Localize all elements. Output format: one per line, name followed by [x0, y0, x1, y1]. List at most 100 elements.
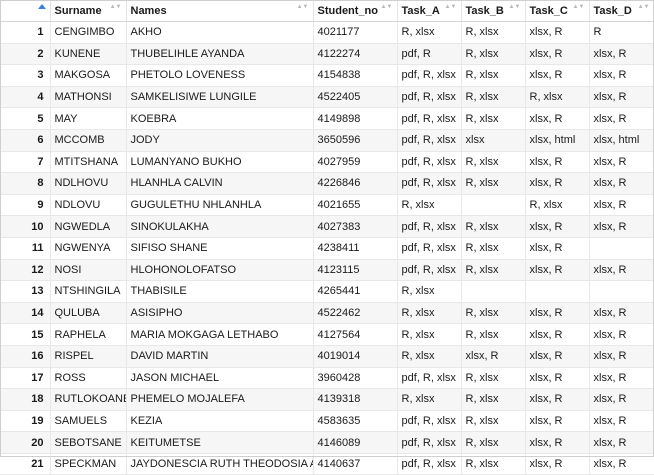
table-row[interactable]: 4 MATHONSI SAMKELISIWE LUNGILE 4522405 pdf, …: [0, 86, 654, 109]
table-row[interactable]: 13 NTSHINGILA THABISILE 4265441 R, xlsx: [0, 280, 654, 303]
task-c-cell: xlsx, R: [525, 64, 590, 87]
task-d-cell: xlsx, R: [589, 388, 654, 411]
table-row[interactable]: 8 NDLHOVU HLANHLA CALVIN 4226846 pdf, R, xls…: [0, 172, 654, 195]
surname-cell: NDLHOVU: [50, 172, 127, 195]
student-no-cell: 3960428: [313, 367, 398, 390]
table-row[interactable]: 18 RUTLOKOANE PHEMELO MOJALEFA 4139318 R, xl…: [0, 388, 654, 411]
task-c-cell: [525, 280, 590, 303]
student-no-cell: 4019014: [313, 345, 398, 368]
names-cell: MARIA MOKGAGA LETHABO: [126, 323, 314, 346]
surname-cell: SAMUELS: [50, 410, 127, 433]
sort-icon[interactable]: ▲▼: [109, 4, 122, 10]
row-number-cell: 14: [0, 302, 51, 325]
task-c-cell: xlsx, R: [525, 367, 590, 390]
task-d-cell: xlsx, R: [589, 172, 654, 195]
row-number-cell: 3: [0, 64, 51, 87]
row-number-cell: 20: [0, 431, 51, 454]
surname-cell: SEBOTSANE: [50, 431, 127, 454]
table-row[interactable]: 20 SEBOTSANE KEITUMETSE 4146089 pdf, R, xlsx…: [0, 431, 654, 454]
table-row[interactable]: 2 KUNENE THUBELIHLE AYANDA 4122274 pdf, R R, …: [0, 43, 654, 66]
column-header-names[interactable]: Names ▲▼: [126, 0, 314, 22]
task-b-cell: R, xlsx: [461, 151, 526, 174]
student-no-cell: 4027959: [313, 151, 398, 174]
task-a-cell: R, xlsx: [397, 280, 462, 303]
task-b-cell: [461, 280, 526, 303]
sort-icon[interactable]: ▲▼: [572, 4, 585, 10]
names-cell: GUGULETHU NHLANHLA: [126, 194, 314, 217]
task-a-cell: pdf, R, xlsx: [397, 172, 462, 195]
names-cell: KEITUMETSE: [126, 431, 314, 454]
column-header-surname[interactable]: Surname ▲▼: [50, 0, 127, 22]
task-a-cell: R, xlsx: [397, 345, 462, 368]
student-no-cell: 4021177: [313, 21, 398, 44]
table-row[interactable]: 6 MCCOMB JODY 3650596 pdf, R, xlsx xlsx xlsx, …: [0, 129, 654, 152]
table-row[interactable]: 5 MAY KOEBRA 4149898 pdf, R, xlsx R, xlsx xlsx…: [0, 107, 654, 130]
table-row[interactable]: 12 NOSI HLOHONOLOFATSO 4123115 pdf, R, xlsx R…: [0, 259, 654, 282]
table-row[interactable]: 14 QULUBA ASISIPHO 4522462 R, xlsx R, xlsx xls…: [0, 302, 654, 325]
names-cell: JASON MICHAEL: [126, 367, 314, 390]
task-b-cell: R, xlsx: [461, 323, 526, 346]
task-c-cell: xlsx, R: [525, 172, 590, 195]
surname-cell: NGWENYA: [50, 237, 127, 260]
table-row[interactable]: 7 MTITSHANA LUMANYANO BUKHO 4027959 pdf, R, …: [0, 151, 654, 174]
names-cell: KEZIA: [126, 410, 314, 433]
task-b-cell: R, xlsx: [461, 388, 526, 411]
task-a-cell: pdf, R, xlsx: [397, 367, 462, 390]
task-d-cell: xlsx, R: [589, 431, 654, 454]
task-a-cell: pdf, R, xlsx: [397, 151, 462, 174]
table-row[interactable]: 10 NGWEDLA SINOKULAKHA 4027383 pdf, R, xlsx R…: [0, 215, 654, 238]
surname-cell: QULUBA: [50, 302, 127, 325]
surname-cell: KUNENE: [50, 43, 127, 66]
row-number-cell: 16: [0, 345, 51, 368]
task-b-cell: [461, 194, 526, 217]
student-no-cell: 4027383: [313, 215, 398, 238]
sort-icon[interactable]: ▲▼: [508, 4, 521, 10]
column-header-task-d[interactable]: Task_D ▲▼: [589, 0, 654, 22]
task-a-cell: pdf, R, xlsx: [397, 237, 462, 260]
task-c-cell: xlsx, html: [525, 129, 590, 152]
student-no-cell: 4583635: [313, 410, 398, 433]
table-row[interactable]: 16 RISPEL DAVID MARTIN 4019014 R, xlsx xlsx, …: [0, 345, 654, 368]
names-cell: SINOKULAKHA: [126, 215, 314, 238]
task-b-cell: R, xlsx: [461, 107, 526, 130]
sort-icon[interactable]: ▲▼: [296, 4, 309, 10]
column-header-task-b[interactable]: Task_B ▲▼: [461, 0, 526, 22]
task-d-cell: xlsx, R: [589, 194, 654, 217]
surname-cell: MTITSHANA: [50, 151, 127, 174]
column-label: Task_B: [465, 4, 504, 17]
task-b-cell: xlsx: [461, 129, 526, 152]
table-row[interactable]: 9 NDLOVU GUGULETHU NHLANHLA 4021655 R, xlsx R…: [0, 194, 654, 217]
table-row[interactable]: 19 SAMUELS KEZIA 4583635 pdf, R, xlsx R, xlsx…: [0, 410, 654, 433]
row-number-cell: 11: [0, 237, 51, 260]
task-c-cell: xlsx, R: [525, 431, 590, 454]
task-a-cell: R, xlsx: [397, 302, 462, 325]
task-d-cell: R: [589, 21, 654, 44]
header-row: Surname ▲▼ Names ▲▼ Student_no ▲▼ Task_A ▲▼ …: [0, 0, 654, 22]
names-cell: AKHO: [126, 21, 314, 44]
table-row[interactable]: 3 MAKGOSA PHETOLO LOVENESS 4154838 pdf, R, x…: [0, 64, 654, 87]
row-number-cell: 6: [0, 129, 51, 152]
sort-icon[interactable]: ▲▼: [444, 4, 457, 10]
sort-icon[interactable]: ▲▼: [380, 4, 393, 10]
task-d-cell: xlsx, R: [589, 107, 654, 130]
task-b-cell: R, xlsx: [461, 259, 526, 282]
column-header-task-a[interactable]: Task_A ▲▼: [397, 0, 462, 22]
table-row[interactable]: 17 ROSS JASON MICHAEL 3960428 pdf, R, xlsx R,…: [0, 367, 654, 390]
column-header-student-no[interactable]: Student_no ▲▼: [313, 0, 398, 22]
sort-icon[interactable]: ▲▼: [637, 4, 650, 10]
task-a-cell: R, xlsx: [397, 388, 462, 411]
task-b-cell: R, xlsx: [461, 21, 526, 44]
table-row[interactable]: 15 RAPHELA MARIA MOKGAGA LETHABO 4127564 R, …: [0, 323, 654, 346]
task-d-cell: xlsx, R: [589, 367, 654, 390]
task-a-cell: pdf, R, xlsx: [397, 64, 462, 87]
surname-cell: NGWEDLA: [50, 215, 127, 238]
row-number-header[interactable]: [0, 0, 51, 22]
student-no-cell: 4522405: [313, 86, 398, 109]
table-row[interactable]: 11 NGWENYA SIFISO SHANE 4238411 pdf, R, xlsx…: [0, 237, 654, 260]
task-a-cell: pdf, R, xlsx: [397, 86, 462, 109]
task-c-cell: xlsx, R: [525, 410, 590, 433]
task-a-cell: R, xlsx: [397, 21, 462, 44]
column-header-task-c[interactable]: Task_C ▲▼: [525, 0, 590, 22]
task-a-cell: pdf, R, xlsx: [397, 410, 462, 433]
table-row[interactable]: 1 CENGIMBO AKHO 4021177 R, xlsx R, xlsx xlsx, …: [0, 21, 654, 44]
